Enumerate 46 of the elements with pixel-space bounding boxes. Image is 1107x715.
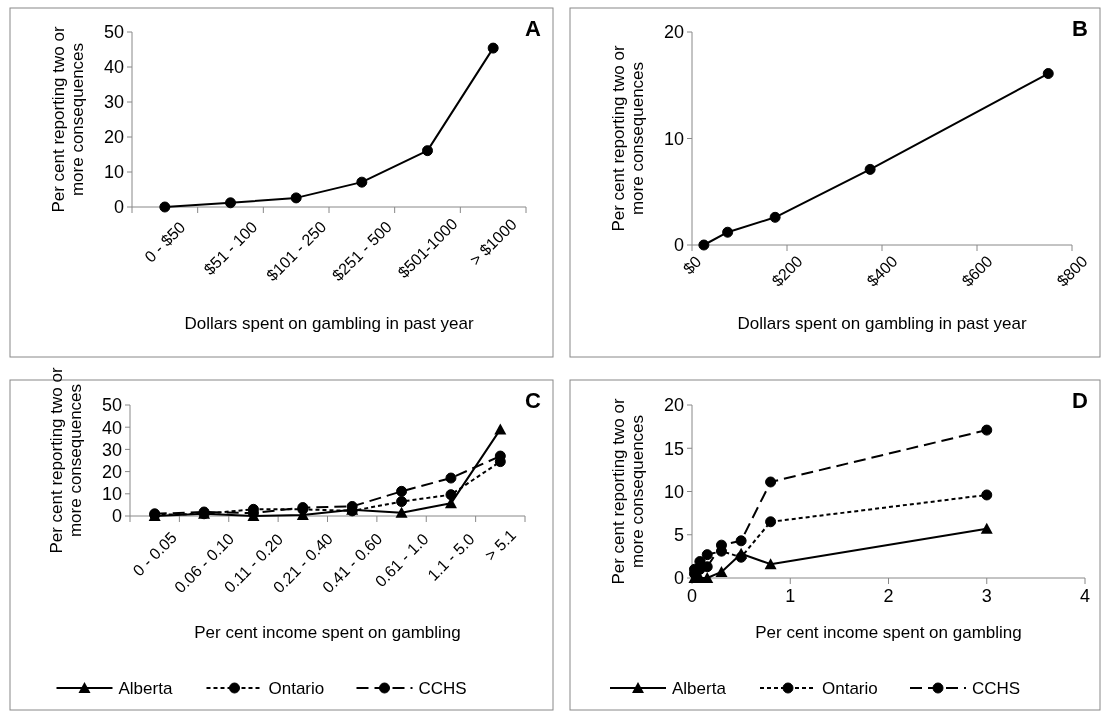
y-tick-label: 0 (113, 197, 124, 218)
y-axis-title: Per cent reporting two or more consequences (609, 45, 647, 232)
chart-title: A (525, 16, 542, 41)
x-axis-title: Dollars spent on gambling in past year (737, 314, 1027, 333)
legend-label: Ontario (822, 678, 878, 698)
y-tick-label: 30 (103, 92, 124, 113)
x-axis-title: Dollars spent on gambling in past year (184, 314, 474, 333)
x-tick-label: 4 (1079, 586, 1091, 606)
y-tick-label: 0 (111, 506, 122, 527)
legend-label: Ontario (268, 678, 325, 698)
y-tick-label: 20 (663, 22, 684, 43)
y-tick-label: 20 (101, 461, 122, 482)
legend-label: Alberta (118, 678, 173, 698)
chart-title: C (525, 388, 542, 413)
x-tick-label: 0 (686, 586, 698, 606)
x-tick-label: $51 - 100 (200, 218, 261, 279)
chart-title: B (1072, 16, 1088, 41)
y-tick-label: 10 (663, 481, 684, 502)
x-tick-label: 3 (981, 586, 992, 606)
y-axis-title: Per cent reporting two or more consequences (47, 367, 85, 554)
x-tick-label: 0 - $50 (141, 218, 189, 266)
y-tick-label: 15 (663, 438, 684, 459)
y-axis-title: Per cent reporting two or more consequences (49, 26, 87, 213)
x-tick-label: $0 (679, 252, 705, 278)
y-tick-label: 5 (673, 525, 684, 546)
y-tick-label: 50 (103, 22, 124, 43)
y-axis-title: Per cent reporting two or more consequences (609, 398, 647, 585)
legend-label: Alberta (672, 678, 727, 698)
y-tick-label: 40 (101, 417, 122, 438)
y-tick-label: 30 (101, 439, 122, 460)
y-tick-label: 50 (101, 395, 122, 416)
y-tick-label: 20 (663, 395, 684, 416)
y-tick-label: 20 (103, 127, 124, 148)
x-axis-title: Per cent income spent on gambling (755, 623, 1022, 642)
x-tick-label: 1 (785, 586, 796, 606)
y-tick-label: 10 (101, 484, 122, 505)
x-tick-label: 2 (883, 586, 894, 606)
legend-label: CCHS (972, 678, 1021, 698)
x-tick-label: 0 - 0.05 (129, 528, 181, 580)
y-tick-label: 10 (663, 128, 684, 149)
x-axis-title: Per cent income spent on gambling (194, 623, 461, 642)
legend-label: CCHS (418, 678, 467, 698)
chart-title: D (1072, 388, 1088, 413)
y-tick-label: 40 (103, 57, 124, 78)
x-tick-label: > 5.1 (481, 526, 520, 564)
y-tick-label: 10 (103, 162, 124, 183)
